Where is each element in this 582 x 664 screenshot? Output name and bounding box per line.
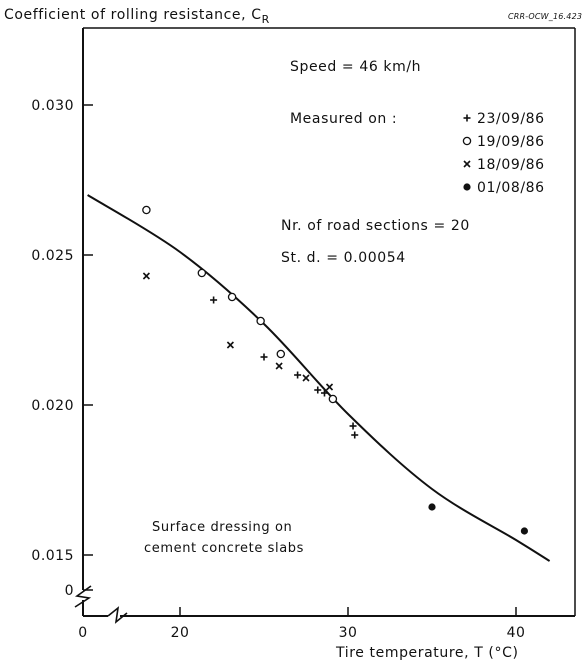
y-tick-label: 0.020 — [31, 398, 74, 414]
data-point — [226, 341, 234, 349]
chart-title: Coefficient of rolling resistance, CR — [4, 7, 270, 26]
data-point — [349, 422, 357, 430]
cross-b — [142, 272, 150, 280]
y-tick-label: 0.030 — [31, 98, 74, 114]
std-dev-label: St. d. = 0.00054 — [281, 250, 406, 266]
x-tick-label: 0 — [78, 625, 87, 641]
data-point — [142, 205, 151, 215]
cross-b — [302, 374, 310, 382]
regression-curve — [87, 194, 551, 562]
road-sections-label: Nr. of road sections = 20 — [281, 218, 470, 234]
data-point — [275, 362, 283, 370]
data-point — [227, 292, 237, 302]
figure-tag: CRR-OCW_16.423 — [508, 12, 582, 21]
surface-label-2: cement concrete slabs — [144, 541, 304, 556]
cross-b — [463, 160, 471, 168]
data-point — [314, 386, 322, 394]
title-subscript: R — [262, 13, 270, 26]
speed-label: Speed = 46 km/h — [290, 59, 421, 75]
legend-marker — [463, 160, 471, 168]
legend-marker — [462, 136, 472, 146]
y-tick-label: 0.025 — [31, 248, 74, 264]
legend-label: 19/09/86 — [477, 134, 545, 150]
legend-marker — [463, 183, 471, 191]
cross-b — [325, 383, 334, 391]
cross-b — [275, 362, 283, 370]
data-point — [210, 296, 218, 304]
legend-label: 18/09/86 — [477, 157, 545, 173]
data-point — [320, 389, 328, 397]
data-point — [197, 268, 207, 278]
data-point — [325, 383, 334, 391]
x-tick-label: 30 — [339, 625, 358, 641]
legend-marker — [463, 114, 471, 122]
x-tick-label: 40 — [507, 625, 526, 641]
data-point — [142, 272, 150, 280]
legend-title: Measured on : — [290, 111, 397, 127]
data-point — [520, 527, 529, 535]
y-tick-label: 0.015 — [31, 548, 74, 564]
legend-label: 01/08/86 — [477, 180, 545, 196]
data-point — [302, 374, 310, 382]
data-point — [276, 349, 286, 359]
data-point — [260, 353, 268, 361]
x-axis-break-icon — [107, 606, 128, 624]
y-axis-break-icon — [74, 585, 92, 608]
x-tick-label: 20 — [171, 625, 190, 641]
surface-label-1: Surface dressing on — [152, 520, 292, 535]
data-point — [256, 316, 265, 326]
y-tick-label: 0 — [65, 583, 74, 599]
legend-label: 23/09/86 — [477, 111, 545, 127]
data-point — [428, 503, 436, 511]
x-axis-label: Tire temperature, T (°C) — [335, 645, 519, 661]
data-point — [351, 431, 359, 439]
data-point — [328, 394, 338, 404]
data-point — [294, 371, 302, 379]
cross-b — [226, 341, 234, 349]
